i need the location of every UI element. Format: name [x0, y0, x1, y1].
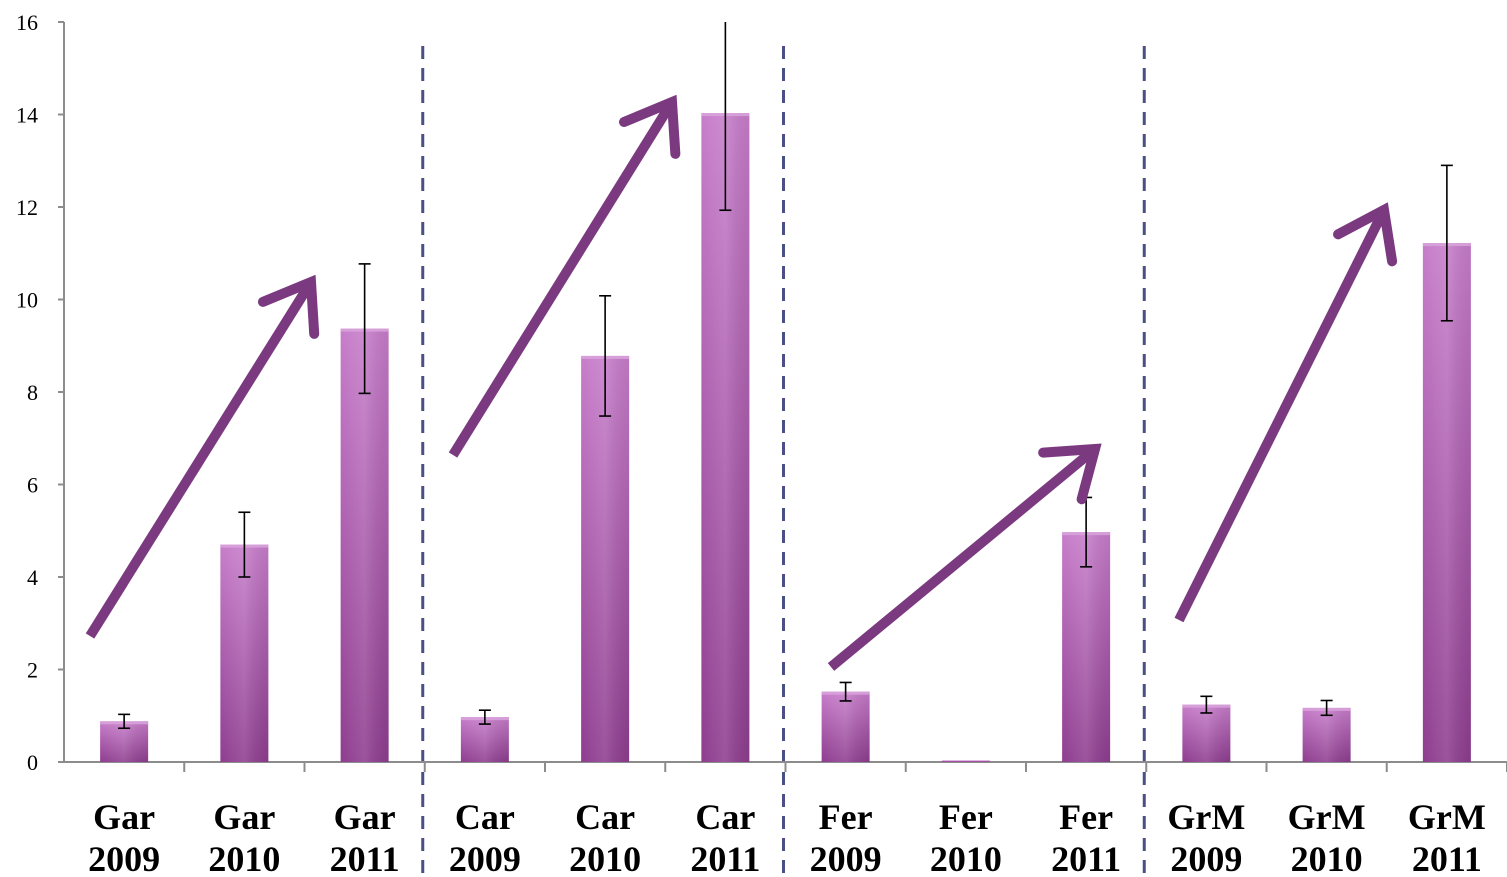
x-tick-label-group: Car	[695, 797, 755, 837]
y-tick-label: 14	[16, 103, 38, 128]
y-tick-label: 2	[27, 658, 38, 683]
x-tick-label-year: 2010	[569, 839, 641, 877]
x-tick-label-group: Gar	[213, 797, 275, 837]
bar-highlight	[1062, 532, 1111, 762]
bar-highlight	[1302, 707, 1351, 762]
x-tick-label-group: Car	[455, 797, 515, 837]
x-tick-label-year: 2009	[1170, 839, 1242, 877]
x-tick-label-year: 2009	[449, 839, 521, 877]
bar-highlight	[701, 113, 750, 763]
trend-arrow-head	[1038, 443, 1102, 505]
x-tick-label-group: GrM	[1408, 797, 1486, 837]
x-tick-label-group: GrM	[1167, 797, 1245, 837]
bar-highlight	[1182, 704, 1231, 762]
y-tick-labels: 0 2 4 6 8 10 12 14 16	[16, 10, 38, 775]
trend-arrow-shaft	[1174, 212, 1387, 623]
bar-highlight	[821, 691, 870, 762]
x-tick-label-year: 2011	[1412, 839, 1482, 877]
x-tick-label-year: 2009	[88, 839, 160, 877]
error-bars	[118, 22, 1453, 730]
x-tick-labels: Gar2009Gar2010Gar2011Car2009Car2010Car20…	[88, 797, 1486, 877]
trend-arrow-shaft	[827, 448, 1095, 671]
group-separators	[421, 46, 1146, 877]
x-tick-label-year: 2011	[1051, 839, 1121, 877]
x-tick-label-year: 2011	[690, 839, 760, 877]
y-tick-label: 16	[16, 10, 38, 35]
x-tick-label-group: Fer	[819, 797, 873, 837]
bar-highlight	[581, 355, 630, 762]
trend-arrow-head	[1333, 202, 1398, 267]
x-tick-label-year: 2009	[810, 839, 882, 877]
y-tick-label: 6	[27, 473, 38, 498]
bar	[941, 760, 990, 762]
bar-highlight	[1422, 243, 1471, 762]
bars	[100, 113, 1471, 763]
trend-arrow-head	[257, 274, 320, 339]
trend-arrow-head	[619, 94, 681, 159]
y-tick-label: 12	[16, 195, 38, 220]
x-tick-label-group: Car	[575, 797, 635, 837]
y-tick-label: 8	[27, 380, 38, 405]
axes	[58, 21, 1507, 772]
bar-highlight	[220, 544, 269, 762]
x-tick-label-year: 2010	[1291, 839, 1363, 877]
x-tick-label-group: GrM	[1288, 797, 1366, 837]
x-tick-label-group: Gar	[334, 797, 396, 837]
trend-arrow-shaft	[448, 103, 674, 458]
x-tick-label-year: 2010	[208, 839, 280, 877]
x-tick-label-group: Fer	[939, 797, 993, 837]
x-tick-label-year: 2011	[330, 839, 400, 877]
bar-highlight	[340, 328, 389, 762]
y-tick-label: 10	[16, 288, 38, 313]
x-tick-label-group: Fer	[1059, 797, 1113, 837]
trend-arrows	[85, 94, 1398, 671]
x-tick-label-group: Gar	[93, 797, 155, 837]
x-tick-label-year: 2010	[930, 839, 1002, 877]
y-tick-label: 4	[27, 565, 38, 590]
trend-arrow-shaft	[85, 283, 313, 639]
y-tick-label: 0	[27, 750, 38, 775]
